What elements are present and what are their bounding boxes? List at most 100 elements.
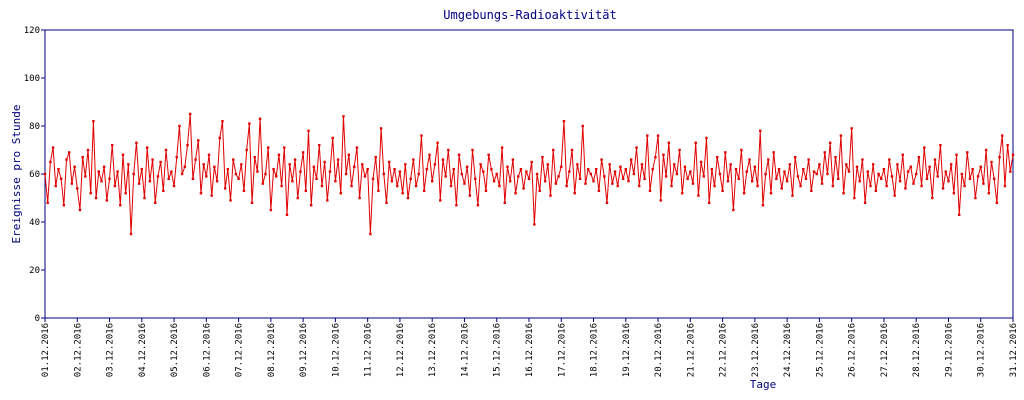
data-point [1003, 184, 1007, 188]
x-tick-label: 13.12.2016 [428, 323, 438, 377]
data-point [414, 184, 418, 188]
data-point [111, 144, 114, 147]
data-point [148, 180, 152, 183]
data-point [178, 124, 181, 128]
data-point [401, 192, 404, 195]
data-point [339, 192, 342, 195]
data-point [775, 177, 778, 180]
data-point [457, 153, 461, 156]
data-point [675, 172, 679, 176]
data-point [597, 189, 601, 192]
data-point [729, 163, 732, 166]
data-point [65, 158, 68, 161]
data-point [629, 158, 633, 161]
data-point [508, 180, 512, 183]
data-point [84, 175, 87, 178]
data-point [866, 170, 869, 173]
data-point [441, 158, 445, 161]
data-point [992, 177, 996, 180]
data-point [194, 158, 197, 161]
data-point [264, 172, 267, 176]
data-point [812, 170, 816, 173]
data-point [304, 189, 308, 192]
data-point [955, 153, 958, 156]
data-point [850, 127, 853, 130]
data-point [756, 184, 759, 188]
data-point [877, 172, 880, 176]
data-point [137, 182, 141, 185]
data-point [613, 170, 617, 173]
data-point [492, 180, 496, 183]
data-point [716, 156, 719, 159]
data-point [931, 196, 934, 200]
data-point [737, 177, 740, 180]
data-point [266, 146, 270, 149]
data-point [326, 199, 329, 202]
data-point [799, 184, 802, 188]
data-point [804, 177, 808, 180]
data-point [452, 168, 455, 171]
data-point [245, 148, 248, 152]
data-point [855, 165, 859, 168]
data-point [347, 153, 351, 156]
data-point [552, 148, 555, 152]
data-point [59, 177, 63, 180]
data-point [783, 170, 786, 173]
data-point [210, 194, 213, 197]
data-point [928, 165, 931, 168]
data-point [745, 170, 748, 173]
x-tick-label: 26.12.2016 [848, 323, 858, 377]
data-point [732, 208, 735, 212]
data-point [433, 163, 437, 166]
x-tick-label: 30.12.2016 [977, 323, 987, 377]
data-point [382, 172, 385, 176]
data-point [215, 180, 219, 183]
data-point [933, 158, 937, 161]
data-point [880, 177, 883, 180]
data-point [966, 151, 969, 154]
data-point [54, 184, 57, 188]
data-point [882, 168, 886, 171]
data-point [724, 151, 727, 154]
data-point [183, 165, 187, 168]
data-point [589, 172, 593, 176]
data-point [1009, 170, 1012, 173]
data-point [517, 175, 520, 178]
data-point [912, 182, 915, 185]
x-tick-label: 06.12.2016 [202, 323, 212, 377]
data-point [522, 187, 525, 190]
data-point [898, 180, 902, 183]
data-point [121, 153, 125, 156]
data-point [869, 184, 872, 188]
data-point [46, 201, 49, 204]
data-point [573, 192, 576, 195]
data-point [113, 184, 117, 188]
x-tick-label: 20.12.2016 [654, 323, 664, 377]
data-point [167, 177, 170, 180]
x-tick-label: 01.12.2016 [41, 323, 51, 377]
data-point [952, 192, 956, 195]
data-point [640, 163, 644, 166]
data-point [947, 180, 950, 183]
data-point [213, 165, 216, 168]
data-point [893, 194, 896, 197]
data-point [670, 184, 673, 188]
data-point [199, 192, 203, 195]
data-point [62, 204, 66, 207]
data-point [498, 184, 501, 188]
data-point [995, 201, 999, 204]
data-point [611, 182, 614, 185]
data-point [632, 172, 636, 176]
data-point [651, 168, 654, 171]
data-point [361, 163, 364, 166]
data-point [697, 194, 700, 197]
data-point [621, 177, 625, 180]
data-point [511, 158, 515, 161]
data-point [487, 153, 490, 156]
data-point [242, 189, 246, 192]
data-point [256, 170, 259, 173]
data-point [296, 196, 299, 200]
data-line [44, 113, 1014, 235]
data-point [1011, 153, 1015, 156]
data-point [417, 172, 420, 176]
